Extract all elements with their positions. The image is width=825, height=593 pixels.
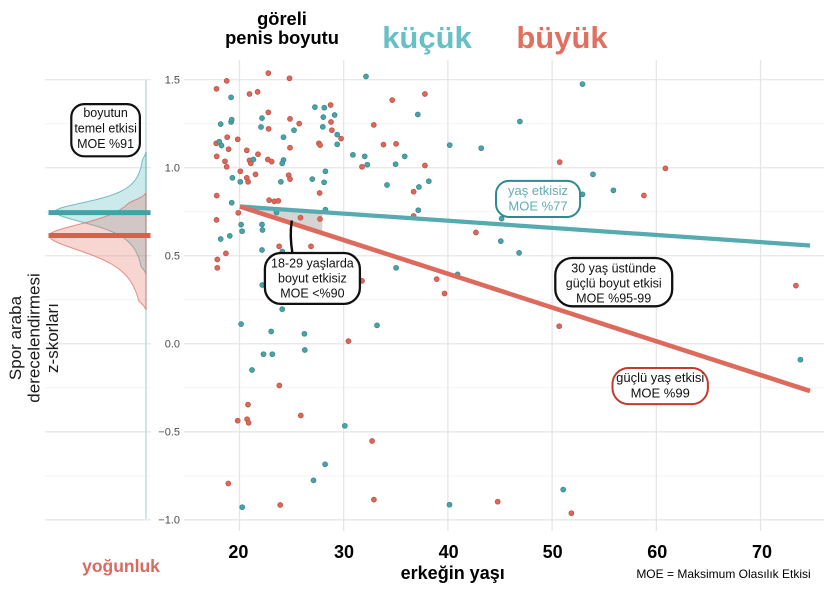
- svg-text:z-skorları: z-skorları: [43, 303, 62, 373]
- svg-text:0.5: 0.5: [165, 250, 180, 262]
- svg-text:MOE <%90: MOE <%90: [280, 287, 344, 301]
- svg-text:50: 50: [543, 542, 563, 562]
- svg-text:MOE %99: MOE %99: [631, 386, 690, 401]
- svg-text:boyutun: boyutun: [83, 106, 128, 120]
- svg-text:Spor araba: Spor araba: [6, 295, 25, 380]
- svg-text:göreli: göreli: [257, 8, 307, 29]
- svg-text:MOE %95-99: MOE %95-99: [576, 291, 651, 305]
- svg-text:güçlü boyut etkisi: güçlü boyut etkisi: [566, 276, 662, 290]
- svg-text:büyük: büyük: [516, 20, 608, 55]
- svg-text:küçük: küçük: [382, 20, 472, 55]
- svg-text:40: 40: [439, 542, 459, 562]
- svg-text:yaş etkisiz: yaş etkisiz: [508, 183, 568, 198]
- svg-text:18-29 yaşlarda: 18-29 yaşlarda: [271, 257, 354, 271]
- svg-text:derecelendirmesi: derecelendirmesi: [25, 273, 44, 402]
- svg-text:temel etkisi: temel etkisi: [74, 122, 137, 136]
- svg-text:erkeğin yaşı: erkeğin yaşı: [401, 563, 505, 583]
- svg-text:penis boyutu: penis boyutu: [225, 27, 339, 48]
- svg-text:1.0: 1.0: [165, 162, 180, 174]
- svg-text:MOE %77: MOE %77: [508, 198, 567, 213]
- svg-text:0.0: 0.0: [165, 338, 180, 350]
- svg-text:1.5: 1.5: [165, 74, 180, 86]
- svg-text:MOE %91: MOE %91: [77, 137, 134, 151]
- svg-text:boyut etkisiz: boyut etkisiz: [278, 272, 347, 286]
- svg-text:30 yaş üstünde: 30 yaş üstünde: [571, 261, 656, 275]
- svg-text:30: 30: [334, 542, 354, 562]
- svg-text:MOE = Maksimum Olasılık Etkisi: MOE = Maksimum Olasılık Etkisi: [636, 567, 810, 581]
- svg-text:yoğunluk: yoğunluk: [82, 556, 160, 576]
- svg-text:20: 20: [228, 542, 248, 562]
- svg-text:güçlü yaş etkisi: güçlü yaş etkisi: [616, 370, 704, 385]
- svg-text:60: 60: [647, 542, 667, 562]
- svg-text:−0.5: −0.5: [158, 427, 180, 439]
- svg-text:70: 70: [752, 542, 772, 562]
- svg-text:−1.0: −1.0: [158, 515, 180, 527]
